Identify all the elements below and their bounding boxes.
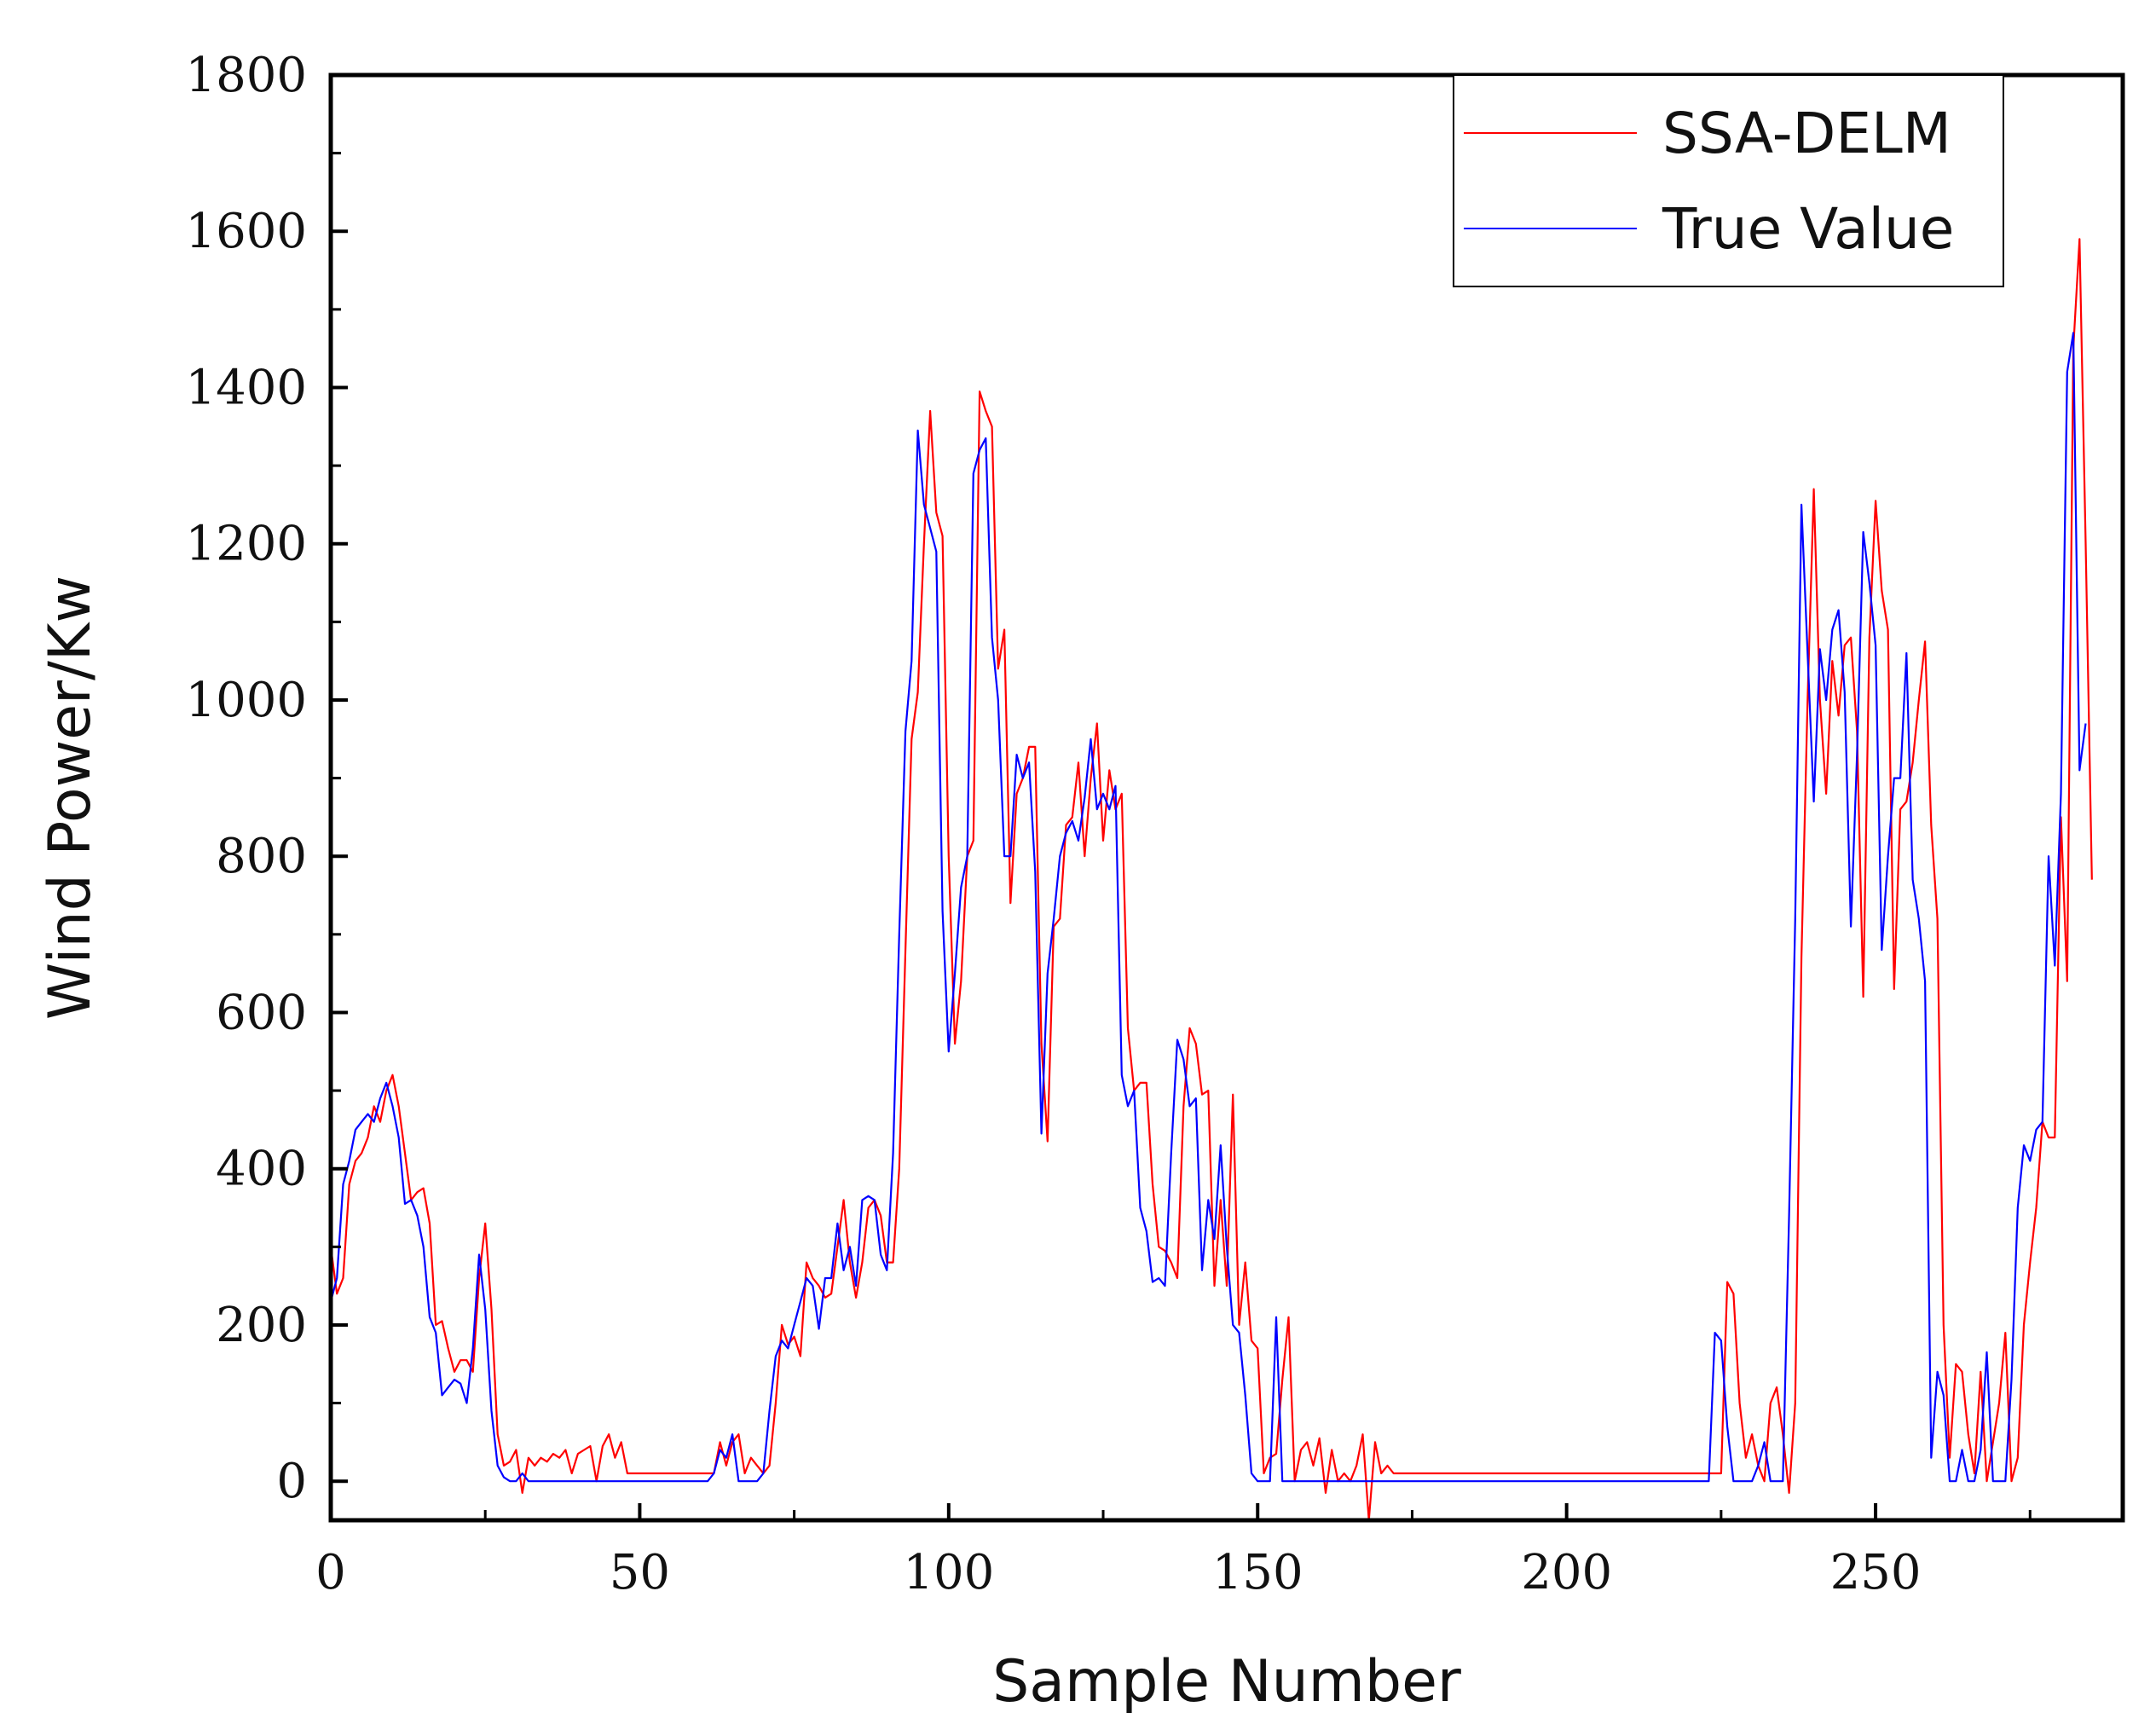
series-line-true-value: [329, 332, 2087, 1483]
y-tick-label: 1400: [185, 360, 307, 415]
y-tick-label: 1600: [185, 204, 307, 259]
x-tick-label: 100: [903, 1545, 994, 1600]
y-tick-label: 400: [216, 1142, 307, 1197]
x-tick-label: 250: [1830, 1545, 1922, 1600]
series-layer: [329, 238, 2093, 1522]
legend-box: [1453, 74, 2004, 287]
series-line-ssa-delm: [329, 238, 2093, 1522]
legend-label-ssa-delm: SSA-DELM: [1662, 101, 1951, 166]
x-tick-label: 200: [1521, 1545, 1612, 1600]
legend: SSA-DELM True Value: [1453, 74, 2004, 287]
x-tick-label: 50: [610, 1545, 670, 1600]
y-tick-label: 600: [216, 985, 307, 1040]
y-tick-label: 800: [216, 829, 307, 884]
y-tick-label: 200: [216, 1298, 307, 1353]
y-tick-label: 1200: [185, 517, 307, 572]
y-tick-label: 0: [276, 1454, 307, 1509]
x-tick-label: 0: [315, 1545, 346, 1600]
y-tick-label: 1800: [185, 48, 307, 103]
y-axis-title: Wind Power/Kw: [37, 576, 104, 1020]
y-tick-label: 1000: [185, 673, 307, 728]
legend-label-true-value: True Value: [1662, 196, 1954, 262]
y-axis: 0 200 400 600 800 1000 1200 1400 1600 1800: [185, 48, 348, 1509]
x-axis: 0 50 100 150 200 250: [315, 1503, 2032, 1600]
x-axis-title: Sample Number: [992, 1648, 1461, 1716]
x-tick-label: 150: [1212, 1545, 1303, 1600]
plot-frame: [328, 72, 2125, 1523]
